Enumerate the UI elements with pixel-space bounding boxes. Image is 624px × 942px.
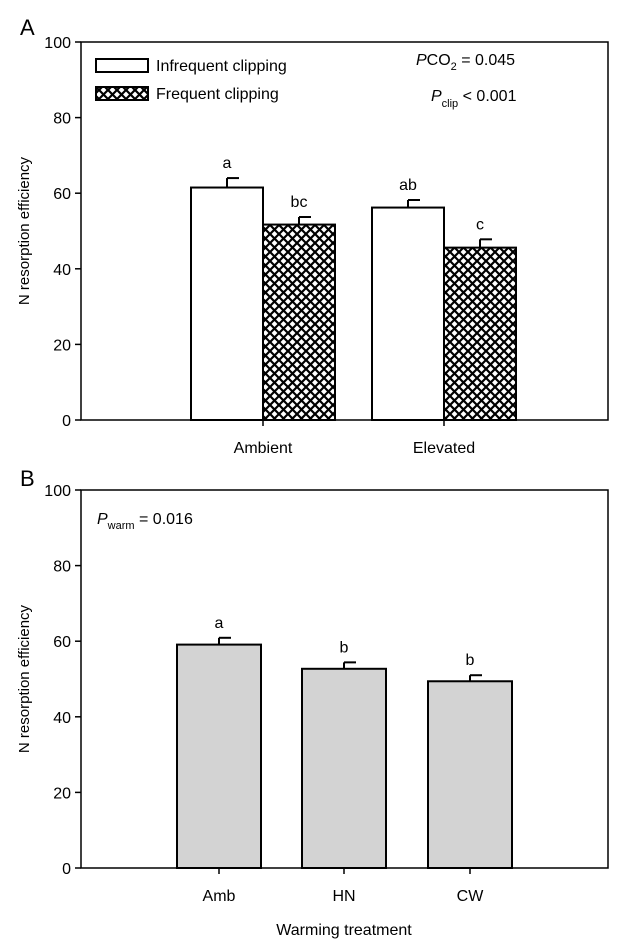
panel-a-y-axis-label: N resorption efficiency	[16, 156, 33, 305]
panel-a-x-axis: Ambient Elevated	[234, 420, 475, 457]
bar	[176, 643, 262, 869]
y-tick-label: 40	[53, 710, 71, 727]
panel-a-stats: PCO2 = 0.045 Pclip < 0.001	[416, 52, 517, 110]
panel-b-label: B	[20, 466, 35, 491]
legend-label-frequent: Frequent clipping	[156, 86, 279, 103]
x-tick-label: Ambient	[234, 440, 293, 457]
y-tick-label: 80	[53, 111, 71, 128]
y-tick-label: 100	[44, 35, 71, 52]
y-tick-label: 60	[53, 186, 71, 203]
y-tick-label: 20	[53, 785, 71, 802]
stat-pwarm: Pwarm = 0.016	[97, 511, 193, 532]
panel-a-label: A	[20, 15, 35, 40]
significance-letter: b	[340, 639, 349, 656]
legend-swatch-infrequent	[95, 58, 149, 73]
y-tick-label: 80	[53, 559, 71, 576]
panel-b-x-axis: Amb HN CW	[203, 868, 485, 905]
significance-letter: bc	[291, 194, 308, 211]
panel-b-bars: a b b	[176, 615, 513, 869]
y-tick-label: 20	[53, 337, 71, 354]
y-tick-label: 0	[62, 861, 71, 878]
x-tick-label: Elevated	[413, 440, 475, 457]
significance-letter: ab	[399, 177, 417, 194]
significance-letter: a	[223, 155, 232, 172]
panel-b: B 0 20 40 60 80 100 N resorption efficiency a…	[16, 466, 609, 939]
panel-b-x-axis-label: Warming treatment	[276, 922, 412, 939]
panel-b-y-axis: 0 20 40 60 80 100	[44, 483, 81, 878]
y-tick-label: 100	[44, 483, 71, 500]
panel-a-y-axis: 0 20 40 60 80 100	[44, 35, 81, 430]
bar	[443, 246, 517, 421]
bar	[427, 680, 513, 869]
x-tick-label: Amb	[203, 888, 236, 905]
bar	[262, 223, 336, 421]
panel-a-legend: Infrequent clipping Frequent clipping	[95, 58, 287, 103]
legend-swatch-frequent	[95, 86, 149, 101]
panel-b-y-axis-label: N resorption efficiency	[16, 604, 33, 753]
y-tick-label: 40	[53, 262, 71, 279]
stat-pclip: Pclip < 0.001	[431, 88, 517, 110]
significance-letter: a	[215, 615, 224, 632]
panel-a: A 0 20 40 60 80 100 N resorption efficiency a…	[16, 15, 609, 457]
panel-a-plot-frame	[80, 41, 609, 421]
significance-letter: c	[476, 216, 484, 233]
legend-label-infrequent: Infrequent clipping	[156, 58, 287, 75]
bar	[371, 206, 445, 421]
x-tick-label: HN	[332, 888, 355, 905]
panel-b-stats: Pwarm = 0.016	[97, 511, 193, 532]
y-tick-label: 60	[53, 634, 71, 651]
bar	[301, 667, 387, 869]
bar	[190, 186, 264, 421]
x-tick-label: CW	[457, 888, 485, 905]
significance-letter: b	[466, 652, 475, 669]
y-tick-label: 0	[62, 413, 71, 430]
stat-pco2: PCO2 = 0.045	[416, 52, 515, 73]
